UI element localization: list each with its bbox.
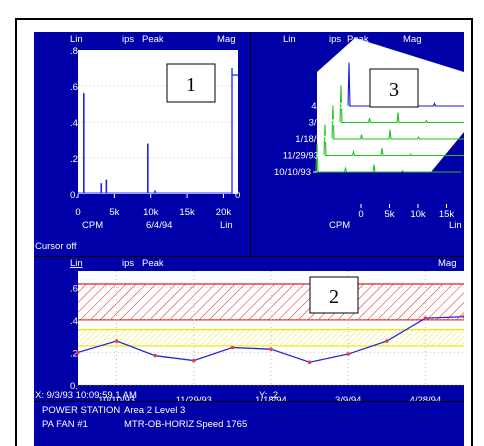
p2-point	[462, 314, 464, 319]
badge-1: 1	[186, 74, 196, 96]
p1-header-right: Mag	[217, 34, 235, 45]
machine-name: PA FAN #1	[42, 419, 88, 430]
p2-point	[230, 345, 235, 350]
divider-vertical	[250, 32, 251, 256]
p2-point	[153, 353, 157, 358]
p3-xlabel-left: CPM	[329, 220, 350, 231]
p2-ytick: .4	[70, 316, 78, 327]
p3-header-mid1: ips	[329, 34, 341, 45]
cursor-x-readout: X: 9/3/93 10:09:59.1 AM	[35, 390, 137, 401]
p2-xtick: 4/28/94	[410, 395, 442, 401]
measurement-point: MTR-OB-HORIZ	[124, 419, 195, 430]
p2-xtick: 11/29/93	[176, 395, 212, 401]
waterfall-plot: Lin ips Peak Mag 4/28/943/9/941/18/9411/…	[251, 32, 464, 256]
p2-point	[385, 339, 389, 343]
divider-horizontal-top	[34, 256, 464, 257]
speed-readout: Speed 1765	[196, 419, 248, 430]
p3-date-label: 4/28/94	[311, 101, 343, 112]
spectrum-plot: Lin ips Peak Mag .8 .6 .4 .2 0. 0 5k 10k 15k 20k…	[34, 32, 250, 256]
p3-trace	[339, 85, 464, 124]
p3-trace	[323, 124, 464, 157]
p3-xtick: 5k	[384, 209, 394, 220]
p1-ytick: .6	[70, 82, 78, 93]
alert-band	[78, 284, 464, 320]
p1-zero-mark: 0	[235, 190, 240, 201]
cursor-y-readout: Y: .2	[259, 390, 278, 401]
p3-date-label: 11/29/93	[283, 151, 319, 162]
p2-xtick: 3/9/94	[335, 395, 361, 401]
p1-xtick: 0	[75, 207, 80, 218]
p1-ytick: .2	[70, 154, 78, 165]
p1-ytick: 0.	[70, 190, 78, 201]
p3-trace	[331, 104, 464, 140]
p3-xtick: 15k	[439, 209, 455, 220]
area-name: Area 2 Level 3	[124, 405, 186, 416]
p2-xtick: 10/10/93	[98, 395, 135, 401]
status-bar: POWER STATION Area 2 Level 3 PA FAN #1 M…	[34, 402, 464, 446]
p2-header-mid2: Peak	[142, 258, 164, 269]
p1-header-mid1: ips	[122, 34, 134, 45]
figure-frame	[15, 18, 473, 446]
p1-xtick: 20k	[216, 207, 232, 218]
waterfall-panel[interactable]: Lin ips Peak Mag 4/28/943/9/941/18/9411/…	[251, 32, 464, 256]
p1-xlabel-right: Lin	[220, 220, 233, 231]
trend-panel[interactable]: Lin ips Peak Mag .6 .4 .2 0. 10/10/93 11/29/…	[34, 257, 464, 401]
badge-3: 3	[389, 79, 399, 101]
p3-date-label: 10/10/93	[274, 167, 311, 178]
p2-point	[346, 352, 351, 356]
p1-header-left: Lin	[70, 34, 83, 45]
p2-point	[76, 350, 80, 355]
p3-xtick: 10k	[410, 209, 426, 220]
p2-point	[423, 316, 428, 321]
spectrum-panel[interactable]: Lin ips Peak Mag .8 .6 .4 .2 0. 0 5k 10k 15k 20k…	[34, 32, 250, 256]
badge-2: 2	[329, 286, 339, 308]
p1-xtick: 15k	[179, 207, 195, 218]
p1-xlabel-left: CPM	[82, 220, 103, 231]
p3-xtick: 0	[358, 209, 363, 220]
p2-ytick: 0.	[70, 381, 78, 392]
p2-header-right: Mag	[438, 258, 456, 269]
cursor-status: Cursor off	[35, 241, 77, 252]
p1-date: 6/4/94	[146, 220, 172, 231]
p1-ytick: .4	[70, 118, 78, 129]
p3-header-right: Mag	[403, 34, 421, 45]
p3-trace	[315, 144, 461, 173]
p3-header-left: Lin	[283, 34, 296, 45]
p2-header-mid1: ips	[122, 258, 134, 269]
trend-plot: Lin ips Peak Mag .6 .4 .2 0. 10/10/93 11/29/…	[34, 257, 464, 401]
p2-point	[114, 339, 119, 343]
p1-header-mid2: Peak	[142, 34, 164, 45]
p2-point	[192, 358, 196, 363]
badge-1-box	[166, 63, 216, 103]
p2-ytick: .6	[70, 283, 78, 294]
p2-xtick: 1/18/94	[255, 395, 287, 401]
badge-2-box	[309, 276, 359, 314]
plant-name: POWER STATION	[42, 405, 121, 416]
p3-date-label: 3/9/94	[309, 118, 335, 129]
p2-ytick: .2	[70, 348, 78, 359]
p1-xtick: 5k	[109, 207, 119, 218]
analyzer-screen: Lin ips Peak Mag .8.6.4.2 0. 0 5k 10k 15k 20k…	[34, 32, 464, 446]
p3-date-label: 1/18/94	[295, 134, 327, 145]
p2-point	[307, 360, 312, 364]
badge-3-box	[369, 68, 419, 108]
p2-header-left: Lin	[70, 258, 83, 269]
p1-xtick: 10k	[143, 207, 159, 218]
p3-xlabel-right: Lin	[449, 220, 462, 231]
warning-band	[78, 329, 464, 346]
p1-ytick: .8	[70, 46, 78, 57]
p2-point	[269, 347, 273, 351]
divider-horizontal-bottom	[34, 401, 464, 402]
